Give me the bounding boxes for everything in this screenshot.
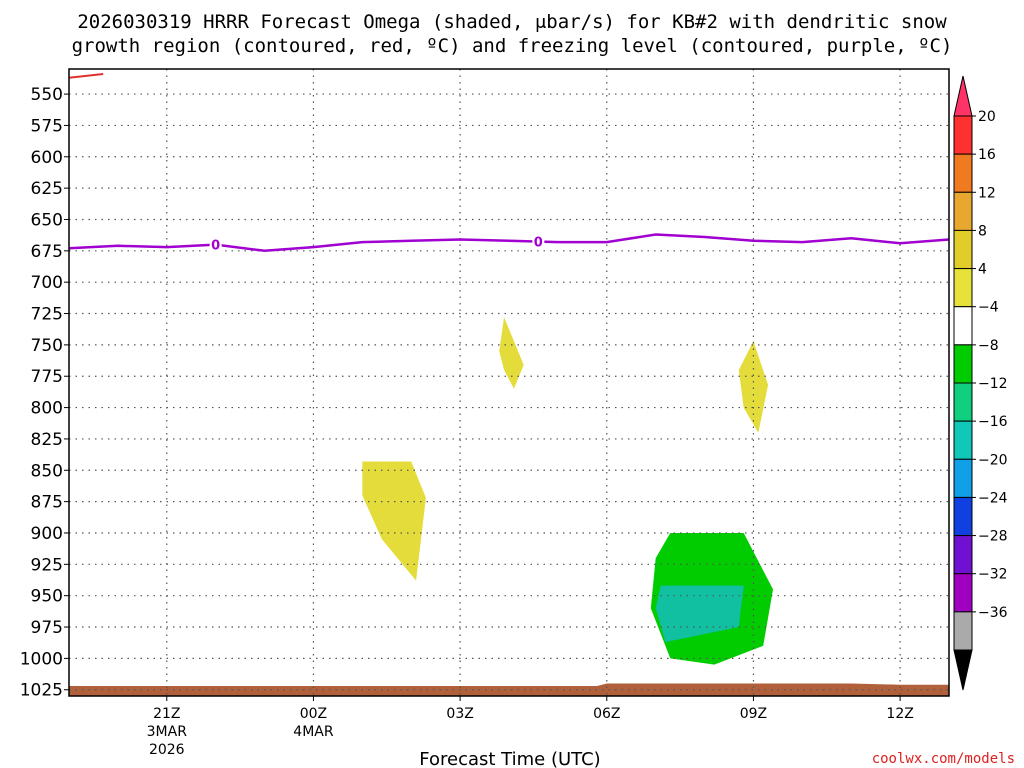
y-tick-label: 600 bbox=[31, 148, 63, 168]
colorbar-min-arrow bbox=[953, 649, 973, 691]
colorbar-label: 12 bbox=[978, 185, 996, 201]
y-tick-label: 925 bbox=[31, 555, 63, 575]
colorbar-segment bbox=[953, 306, 973, 346]
y-axis: 550 575 600 625 650 675 700 725 750 775 800 825 850 8… bbox=[20, 85, 69, 701]
colorbar-segment bbox=[953, 535, 973, 575]
y-tick-label: 900 bbox=[31, 524, 63, 544]
contour-label-bg bbox=[209, 235, 222, 252]
colorbar: 20 16 12 8 4 −4 −8 −12 −16 −20 −24 −28 −32 −36 bbox=[953, 75, 1008, 691]
y-tick-label: 675 bbox=[31, 242, 63, 262]
y-tick-label: 575 bbox=[31, 116, 63, 136]
x-tick-label: 21Z bbox=[153, 706, 180, 722]
colorbar-label: −16 bbox=[978, 414, 1008, 430]
omega-4-to-8-c bbox=[738, 341, 769, 433]
y-tick-label: 1025 bbox=[20, 681, 63, 701]
x-tick-label: 03Z bbox=[446, 706, 473, 722]
x-axis: 21Z 3MAR 2026 00Z 4MAR 03Z 06Z 09Z 12Z bbox=[147, 696, 914, 758]
y-tick-label: 800 bbox=[31, 399, 63, 419]
y-tick-label: 850 bbox=[31, 461, 63, 481]
colorbar-label: −36 bbox=[978, 605, 1008, 621]
freezing-level-label: 0 bbox=[534, 236, 543, 251]
plot-frame bbox=[68, 68, 950, 697]
freezing-level-label: 0 bbox=[211, 239, 220, 254]
colorbar-segment bbox=[953, 496, 973, 537]
x-axis-label: Forecast Time (UTC) bbox=[419, 749, 600, 768]
colorbar-segment bbox=[953, 115, 973, 155]
x-tick-date: 4MAR bbox=[293, 724, 334, 740]
y-tick-label: 650 bbox=[31, 210, 63, 230]
colorbar-max-arrow bbox=[953, 75, 973, 117]
colorbar-segment bbox=[953, 268, 973, 308]
colorbar-label: −12 bbox=[978, 376, 1008, 392]
y-tick-label: 775 bbox=[31, 367, 63, 387]
colorbar-segment bbox=[953, 382, 973, 422]
freezing-level-contour bbox=[68, 233, 950, 253]
x-tick-date: 3MAR bbox=[147, 724, 188, 740]
x-tick-label: 12Z bbox=[886, 706, 913, 722]
y-tick-label: 875 bbox=[31, 493, 63, 513]
chart-title-line1: 2026030319 HRRR Forecast Omega (shaded, … bbox=[77, 11, 947, 33]
contour-label-bg bbox=[532, 232, 545, 249]
y-tick-label: 625 bbox=[31, 179, 63, 199]
plot-grid bbox=[69, 69, 949, 696]
y-tick-label: 975 bbox=[31, 618, 63, 638]
chart-title-line2: growth region (contoured, red, ºC) and f… bbox=[72, 35, 953, 57]
y-tick-label: 550 bbox=[31, 85, 63, 105]
colorbar-label: −20 bbox=[978, 452, 1008, 468]
y-tick-label: 1000 bbox=[20, 649, 63, 669]
y-tick-label: 825 bbox=[31, 430, 63, 450]
x-tick-year: 2026 bbox=[149, 742, 185, 758]
colorbar-segment bbox=[953, 191, 973, 231]
colorbar-label: 16 bbox=[978, 147, 996, 163]
colorbar-segment bbox=[953, 344, 973, 384]
colorbar-segment bbox=[953, 229, 973, 270]
x-tick-label: 09Z bbox=[740, 706, 767, 722]
plot-fills bbox=[69, 317, 949, 696]
colorbar-label: −32 bbox=[978, 567, 1008, 583]
y-tick-label: 750 bbox=[31, 336, 63, 356]
colorbar-segment bbox=[953, 420, 973, 460]
colorbar-label: −24 bbox=[978, 490, 1008, 506]
colorbar-label: 4 bbox=[978, 262, 987, 278]
omega-4-to-8-b bbox=[499, 317, 524, 389]
colorbar-segment bbox=[953, 153, 973, 193]
ground-terrain bbox=[69, 683, 949, 696]
colorbar-label: −28 bbox=[978, 529, 1008, 545]
colorbar-segment bbox=[953, 573, 973, 613]
colorbar-label: −4 bbox=[978, 300, 999, 316]
colorbar-label: 8 bbox=[978, 223, 987, 239]
colorbar-label: −8 bbox=[978, 338, 999, 354]
colorbar-label: 20 bbox=[978, 109, 996, 125]
credit-link[interactable]: coolwx.com/models bbox=[872, 751, 1015, 767]
omega-minus8-to-minus12 bbox=[655, 585, 744, 643]
x-tick-label: 00Z bbox=[300, 706, 327, 722]
y-tick-label: 700 bbox=[31, 273, 63, 293]
dendritic-growth-contour bbox=[68, 73, 104, 79]
colorbar-segment bbox=[953, 458, 973, 498]
omega-4-to-8-a bbox=[362, 461, 426, 581]
x-tick-label: 06Z bbox=[593, 706, 620, 722]
y-tick-label: 950 bbox=[31, 587, 63, 607]
colorbar-segment bbox=[953, 611, 973, 651]
y-tick-label: 725 bbox=[31, 305, 63, 325]
